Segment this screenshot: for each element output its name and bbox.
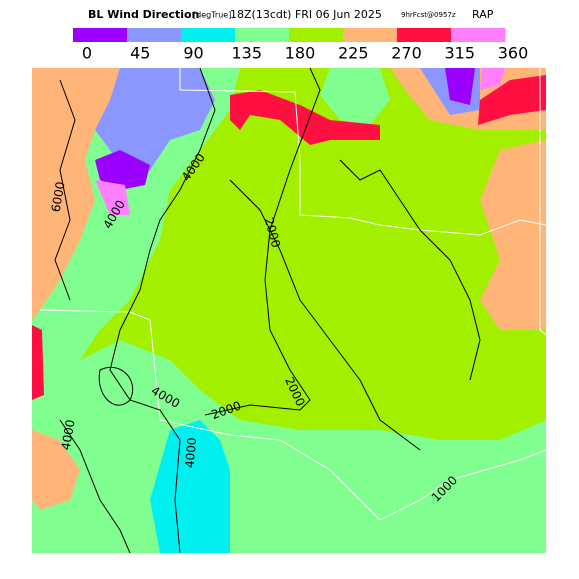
colorbar-tick-label: 270 <box>391 44 422 63</box>
contour <box>59 419 131 554</box>
units: [degTrue] <box>193 11 231 20</box>
region <box>320 68 390 125</box>
title: BL Wind Direction [degTrue] 18Z(13cdt) F… <box>88 8 494 21</box>
colorbar-swatch <box>289 28 344 42</box>
region <box>230 90 380 145</box>
borders <box>39 68 547 521</box>
region <box>150 420 230 553</box>
contour <box>54 79 76 301</box>
colorbar-tick-label: 0 <box>82 44 92 63</box>
region <box>95 68 215 180</box>
contour <box>204 67 321 416</box>
wind-regions <box>32 68 546 553</box>
contour <box>229 179 421 451</box>
contour <box>109 67 216 554</box>
region <box>32 430 80 510</box>
region <box>445 68 475 105</box>
region <box>32 68 150 320</box>
colorbar-swatch <box>451 28 506 42</box>
colorbar: 0 45 90 135 180 225 270 315 360 <box>73 28 528 63</box>
contour-label: 4000 <box>183 437 200 469</box>
colorbar-swatch <box>343 28 398 42</box>
region <box>478 75 546 125</box>
contour-label: 4000 <box>59 419 78 452</box>
state-border <box>39 309 547 521</box>
colorbar-swatch <box>73 28 128 42</box>
colorbar-swatch <box>181 28 236 42</box>
colorbar-swatch <box>235 28 290 42</box>
colorbar-tick-label: 315 <box>444 44 475 63</box>
colorbar-tick-label: 360 <box>498 44 529 63</box>
state-border <box>179 68 547 236</box>
valid-time: 18Z(13cdt) FRI 06 Jun 2025 <box>230 8 382 21</box>
map: 6000 4000 4000 2000 2000 4000 2000 4000 … <box>32 67 547 554</box>
colorbar-swatch <box>127 28 182 42</box>
colorbar-tick-label: 135 <box>231 44 262 63</box>
contour <box>98 366 134 406</box>
colorbar-swatch <box>397 28 452 42</box>
contour-label: 6000 <box>49 181 68 214</box>
region <box>480 140 546 330</box>
region <box>95 150 150 190</box>
forecast: 9hrFcst@0957z <box>401 11 456 19</box>
colorbar-tick-label: 45 <box>130 44 150 63</box>
colorbar-tick-label: 225 <box>338 44 369 63</box>
region <box>32 68 240 400</box>
contours <box>54 67 481 554</box>
region <box>95 180 130 215</box>
state-border <box>539 68 547 336</box>
region <box>480 68 505 90</box>
model: RAP <box>472 8 494 21</box>
contour <box>339 159 481 381</box>
title-text: BL Wind Direction <box>88 8 199 21</box>
colorbar-tick-label: 90 <box>183 44 203 63</box>
region <box>32 325 44 400</box>
colorbar-tick-label: 180 <box>285 44 316 63</box>
